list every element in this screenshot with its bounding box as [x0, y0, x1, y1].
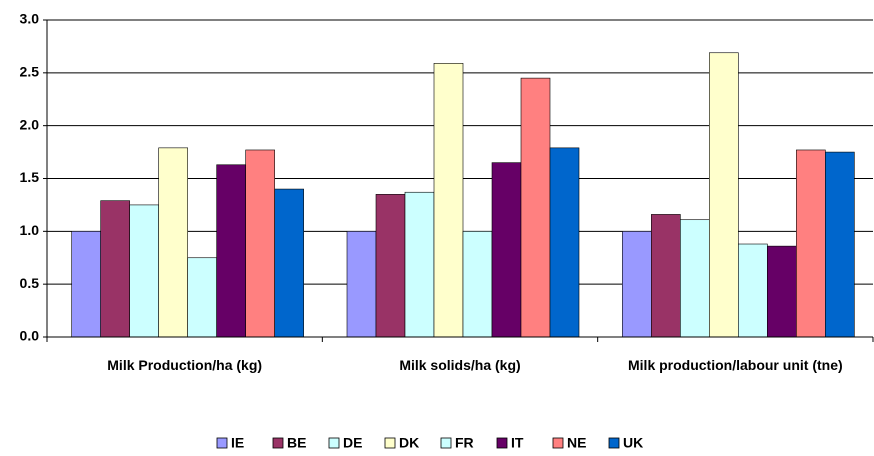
bar — [245, 149, 275, 338]
y-tick-label: 2.0 — [20, 116, 40, 132]
legend-swatch — [552, 437, 564, 449]
legend-swatch — [272, 437, 284, 449]
bar — [187, 257, 217, 338]
y-tick-label: 3.0 — [20, 11, 40, 27]
bar — [129, 204, 159, 338]
bar — [738, 243, 768, 338]
bar — [433, 63, 464, 338]
legend-swatch — [328, 437, 340, 449]
bar — [100, 200, 130, 338]
legend-swatch — [496, 437, 508, 449]
legend-label: DE — [343, 435, 362, 451]
legend-swatch — [216, 437, 228, 449]
bar — [622, 231, 652, 338]
bar — [216, 164, 246, 338]
y-tick-label: 1.5 — [20, 169, 40, 185]
x-tick-label: Milk Production/ha (kg) — [107, 357, 263, 373]
legend-label: BE — [287, 435, 306, 451]
y-tick-label: 2.5 — [20, 64, 40, 80]
bar — [491, 162, 522, 338]
x-tick-label: Milk production/labour unit (tne) — [628, 357, 843, 373]
bar — [158, 147, 188, 338]
bar — [375, 194, 406, 338]
bar — [462, 231, 493, 338]
legend-label: UK — [623, 435, 643, 451]
bar — [404, 191, 435, 338]
y-tick-label: 0.0 — [20, 328, 40, 344]
legend-swatch — [440, 437, 452, 449]
y-tick-label: 1.0 — [20, 222, 40, 238]
legend-swatch — [384, 437, 396, 449]
bar — [767, 245, 797, 338]
bar — [709, 52, 739, 338]
bar — [825, 151, 855, 338]
bar — [549, 147, 580, 338]
bar — [274, 188, 304, 338]
bar — [796, 149, 826, 338]
bar — [680, 219, 710, 338]
legend-label: DK — [399, 435, 419, 451]
legend-label: IT — [511, 435, 524, 451]
bar — [520, 77, 551, 338]
bar — [346, 231, 377, 338]
x-tick-label: Milk solids/ha (kg) — [399, 357, 521, 373]
legend-label: NE — [567, 435, 586, 451]
bar — [651, 214, 681, 338]
legend-label: FR — [455, 435, 474, 451]
legend-label: IE — [231, 435, 244, 451]
legend-swatch — [608, 437, 620, 449]
bar — [71, 231, 101, 338]
y-tick-label: 0.5 — [20, 275, 40, 291]
